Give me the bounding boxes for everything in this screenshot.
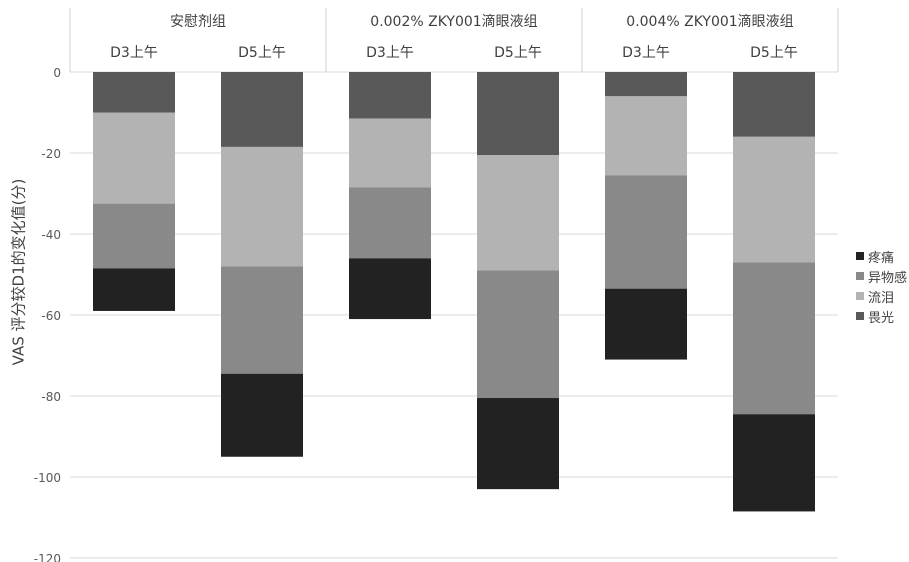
legend: 疼痛 异物感 流泪 畏光 — [856, 246, 909, 326]
y-tick-label: -100 — [34, 471, 61, 485]
legend-swatch — [856, 252, 864, 260]
legend-swatch — [856, 312, 864, 320]
bar-segment — [733, 262, 815, 415]
bar-segment — [605, 96, 687, 176]
bar-segment — [733, 414, 815, 512]
bar-segment — [93, 203, 175, 269]
bar-segment — [93, 112, 175, 204]
group-label: 0.002% ZKY001滴眼液组 — [370, 13, 537, 30]
y-tick-label: 0 — [53, 66, 61, 80]
legend-item: 疼痛 — [856, 246, 909, 266]
legend-label: 异物感 — [868, 270, 908, 286]
bar-segment — [605, 175, 687, 289]
category-label: D3上午 — [110, 45, 158, 61]
category-label: D5上午 — [238, 45, 286, 61]
category-label: D5上午 — [494, 45, 542, 61]
y-tick-label: -20 — [41, 147, 61, 161]
category-label: D5上午 — [750, 45, 798, 61]
bar-segment — [605, 72, 687, 97]
bar-segment — [221, 146, 303, 267]
bar-segment — [349, 118, 431, 188]
legend-label: 流泪 — [868, 290, 895, 306]
bar-segment — [221, 373, 303, 457]
y-axis-title: VAS 评分较D1的变化值(分) — [9, 178, 28, 366]
y-tick-label: -60 — [41, 309, 61, 323]
bar-segment — [477, 398, 559, 490]
legend-item: 畏光 — [856, 306, 909, 326]
legend-swatch — [856, 292, 864, 300]
bar-segment — [221, 266, 303, 374]
bar-segment — [477, 155, 559, 271]
bar-segment — [93, 268, 175, 311]
bar-segment — [477, 270, 559, 399]
bar-segment — [93, 72, 175, 113]
legend-label: 疼痛 — [868, 250, 895, 266]
legend-label: 畏光 — [868, 310, 895, 326]
legend-item: 流泪 — [856, 286, 909, 306]
bar-segment — [733, 136, 815, 263]
category-label: D3上午 — [622, 45, 670, 61]
y-tick-label: -40 — [41, 228, 61, 242]
bar-segment — [477, 72, 559, 156]
category-label: D3上午 — [366, 45, 414, 61]
bar-segment — [733, 72, 815, 137]
bar-segment — [221, 72, 303, 147]
bar-segment — [349, 258, 431, 320]
group-label: 安慰剂组 — [170, 13, 226, 30]
bar-segment — [605, 288, 687, 360]
group-label: 0.004% ZKY001滴眼液组 — [626, 13, 793, 30]
legend-item: 异物感 — [856, 266, 909, 286]
legend-swatch — [856, 272, 864, 280]
bar-segment — [349, 72, 431, 119]
bar-segment — [349, 187, 431, 259]
y-tick-label: -120 — [34, 552, 61, 562]
y-tick-label: -80 — [41, 390, 61, 404]
